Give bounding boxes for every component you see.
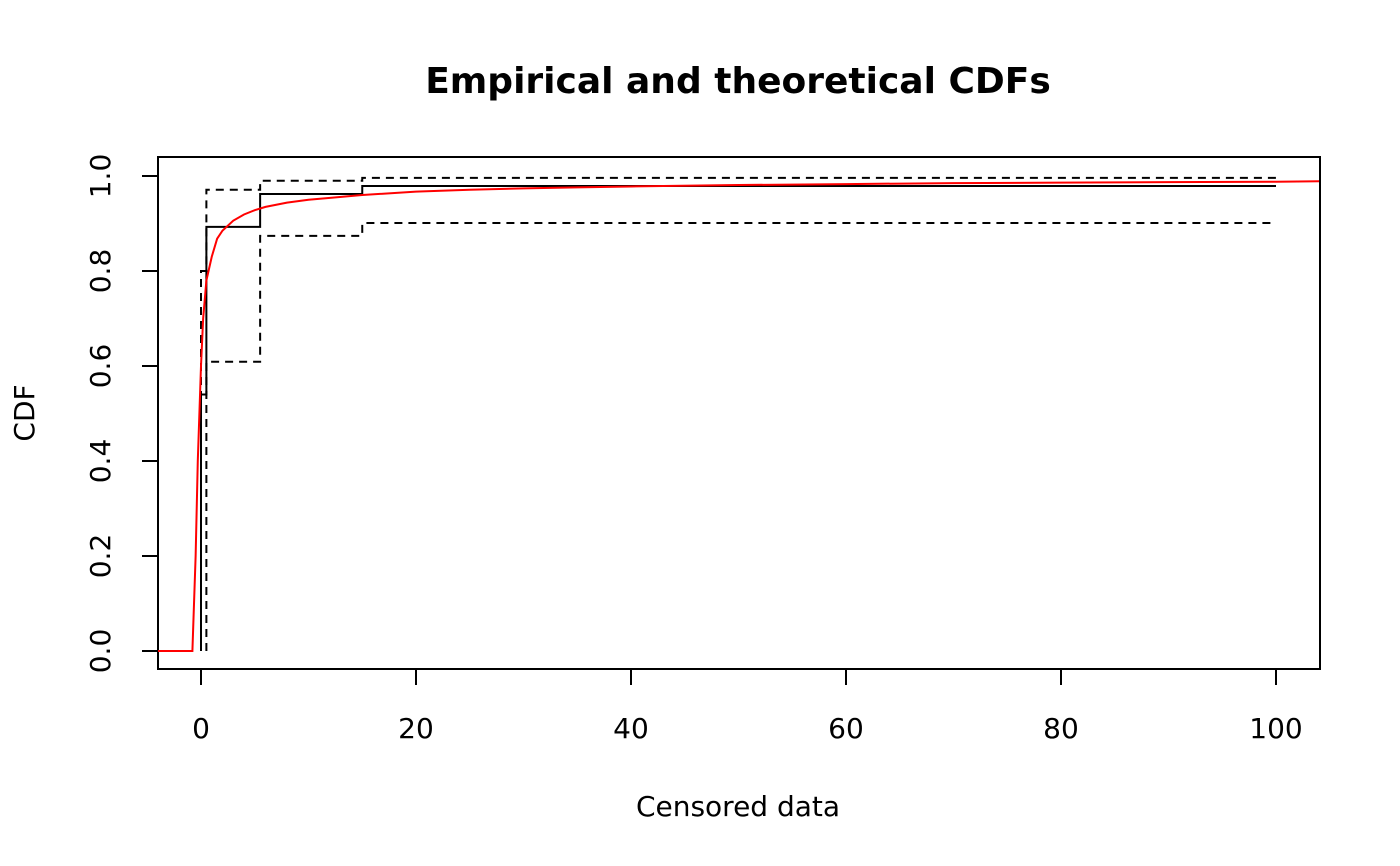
series-layer: [158, 176, 1320, 652]
y-axis: 0.0 0.2 0.4 0.6 0.8 1.0: [84, 154, 158, 674]
x-tick-label: 20: [398, 712, 434, 745]
y-tick-label: 0.6: [84, 344, 117, 389]
x-tick-label: 100: [1249, 712, 1302, 745]
x-tick-label: 60: [828, 712, 864, 745]
y-tick-label: 0.2: [84, 534, 117, 579]
series-line-1: [200, 176, 1276, 651]
y-axis-label: CDF: [8, 384, 41, 441]
y-tick-label: 0.8: [84, 249, 117, 294]
series-line-0: [200, 184, 1276, 651]
series-line-3: [158, 180, 1320, 652]
x-axis: 0 20 40 60 80 100: [192, 669, 1303, 745]
y-tick-label: 1.0: [84, 154, 117, 199]
chart-title: Empirical and theoretical CDFs: [425, 61, 1051, 102]
x-tick-label: 40: [613, 712, 649, 745]
y-tick-label: 0.4: [84, 439, 117, 484]
y-tick-label: 0.0: [84, 629, 117, 674]
x-tick-label: 80: [1043, 712, 1079, 745]
series-line-2: [205, 222, 1276, 651]
x-tick-label: 0: [192, 712, 210, 745]
plot-frame: [157, 156, 1321, 670]
x-axis-label: Censored data: [636, 790, 840, 823]
